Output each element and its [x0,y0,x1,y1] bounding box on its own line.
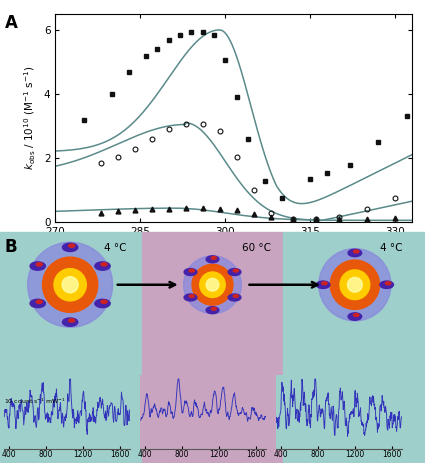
Text: B: B [4,238,17,257]
Circle shape [206,256,219,263]
Circle shape [354,313,359,317]
Ellipse shape [42,257,98,313]
Circle shape [30,299,45,307]
Circle shape [228,269,241,275]
Circle shape [206,307,219,313]
Ellipse shape [192,264,233,305]
Ellipse shape [340,270,370,300]
Circle shape [348,313,362,320]
Circle shape [211,307,216,310]
Text: 4 °C: 4 °C [380,243,403,253]
Circle shape [68,244,75,247]
Ellipse shape [330,260,380,309]
Circle shape [68,319,75,322]
Bar [142,232,283,463]
Circle shape [211,257,216,259]
Circle shape [101,263,107,266]
Ellipse shape [28,242,113,327]
Circle shape [95,299,110,307]
Circle shape [62,243,78,251]
Ellipse shape [347,277,362,292]
Text: 4 °C: 4 °C [104,243,127,253]
Circle shape [233,269,238,272]
Circle shape [184,294,197,301]
Ellipse shape [206,278,219,291]
Circle shape [233,294,238,297]
Circle shape [228,294,241,301]
Circle shape [36,300,42,303]
Circle shape [184,269,197,275]
Text: 10 count s$^{-1}$ mW$^{-1}$: 10 count s$^{-1}$ mW$^{-1}$ [4,397,66,407]
Circle shape [101,300,107,303]
Circle shape [189,269,194,272]
Circle shape [348,249,362,257]
Ellipse shape [200,272,225,298]
Ellipse shape [184,256,241,313]
Ellipse shape [319,249,391,321]
Circle shape [380,281,394,288]
Circle shape [36,263,42,266]
Y-axis label: $k_\mathrm{obs}$ / 10$^{10}$ (M$^{-1}$ s$^{-1}$): $k_\mathrm{obs}$ / 10$^{10}$ (M$^{-1}$ s… [23,66,38,170]
Text: A: A [5,14,18,32]
Text: 60 °C: 60 °C [242,243,271,253]
X-axis label: T / K: T / K [221,243,247,256]
Circle shape [62,318,78,326]
Circle shape [30,262,45,270]
Circle shape [189,294,194,297]
Ellipse shape [54,269,86,301]
Ellipse shape [62,277,78,293]
Circle shape [322,282,327,285]
Bar [283,232,425,463]
X-axis label: Wavenumber/cm$^{-1}$: Wavenumber/cm$^{-1}$ [156,462,250,463]
Circle shape [385,282,391,285]
Circle shape [316,281,330,288]
Bar [0,232,142,463]
Circle shape [354,250,359,253]
Circle shape [95,262,110,270]
